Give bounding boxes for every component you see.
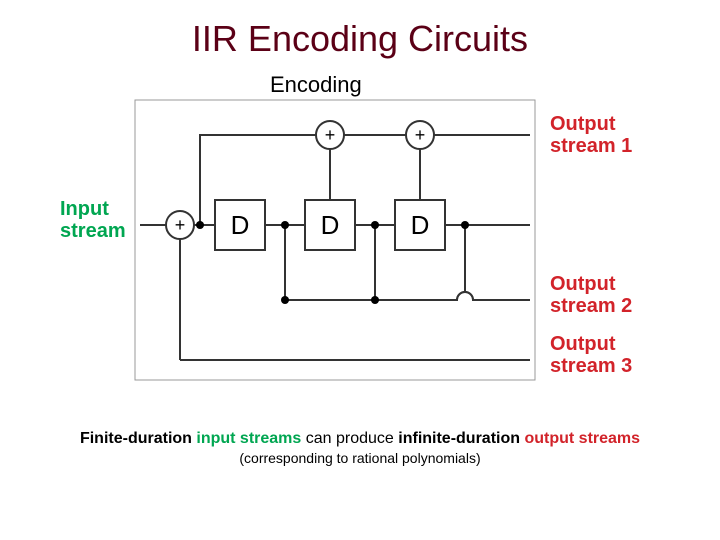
caption-part: can produce: [301, 430, 398, 447]
junction-dot: [371, 296, 379, 304]
plus-icon: +: [415, 125, 426, 145]
encoding-diagram: EncodingInputstreamOutputstream 1Outputs…: [0, 60, 720, 420]
caption-part: Finite-duration: [80, 430, 196, 447]
wire-hop-mask: [458, 299, 472, 302]
junction-dot: [371, 221, 379, 229]
output-stream-1-label: Output: [550, 113, 616, 135]
output-stream-2-label: Output: [550, 273, 616, 295]
caption-part: infinite-duration: [398, 430, 524, 447]
delay-box-label: D: [321, 210, 340, 240]
plus-icon: +: [325, 125, 336, 145]
input-stream-label: stream: [60, 220, 126, 242]
caption-part: input streams: [196, 430, 301, 447]
delay-box-label: D: [411, 210, 430, 240]
output-stream-2-label: stream 2: [550, 295, 632, 317]
output-stream-1-label: stream 1: [550, 135, 632, 157]
delay-box-label: D: [231, 210, 250, 240]
caption-sub: (corresponding to rational polynomials): [0, 450, 720, 466]
junction-dot: [281, 296, 289, 304]
encoding-label: Encoding: [270, 72, 362, 97]
caption-line: Finite-duration input streams can produc…: [0, 430, 720, 448]
output-stream-3-label: Output: [550, 333, 616, 355]
junction-dot: [196, 221, 204, 229]
junction-dot: [461, 221, 469, 229]
output-stream-3-label: stream 3: [550, 355, 632, 377]
junction-dot: [281, 221, 289, 229]
page-title: IIR Encoding Circuits: [0, 18, 720, 60]
diagram-svg: EncodingInputstreamOutputstream 1Outputs…: [0, 60, 720, 420]
plus-icon: +: [175, 215, 186, 235]
caption-part: output streams: [524, 430, 640, 447]
input-stream-label: Input: [60, 198, 109, 220]
